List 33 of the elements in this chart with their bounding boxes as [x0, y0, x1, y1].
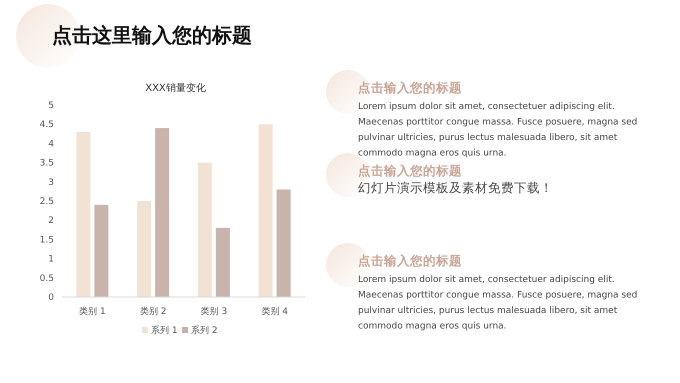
- x-tick-label: 类别 4: [261, 306, 288, 317]
- y-tick-label: 2.5: [40, 197, 54, 207]
- y-tick-label: 0: [48, 293, 54, 303]
- text: Lorem ipsum dolor sit amet, consectetuer adipiscing elit. Maecenas porttitor congue massa. Fusce posuere, magna sed pulvinar ultricies, purus lectus malesuada libero, sit amet commodo magna eros quis urna.: [358, 275, 638, 332]
- bar: [258, 124, 273, 297]
- y-tick-label: 1: [48, 254, 54, 265]
- text: Lorem ipsum dolor sit amet, consectetuer adipiscing elit. Maecenas porttitor congue massa. Fusce posuere, magna sed pulvinar ultricies, purus lectus malesuada libero, sit amet commodo magna eros quis urna.: [358, 102, 638, 158]
- y-tick-label: 4: [48, 139, 54, 150]
- bar: [76, 132, 90, 297]
- y-tick-label: 3.5: [40, 158, 54, 169]
- bar: [276, 189, 291, 297]
- text: 点击这里输入您的标题: [52, 23, 252, 47]
- x-tick-label: 类别 1: [79, 306, 106, 317]
- bar: [137, 201, 152, 297]
- y-tick-label: 3: [48, 178, 54, 188]
- y-tick-label: 2: [48, 216, 54, 226]
- y-tick-label: 4.5: [40, 120, 54, 130]
- y-tick-label: 0.5: [40, 274, 54, 284]
- bar: [198, 162, 212, 297]
- legend-label: 系列 1: [151, 325, 178, 336]
- x-tick-label: 类别 2: [140, 306, 166, 317]
- text: 点击输入您的标题: [358, 163, 462, 178]
- bar: [94, 204, 108, 297]
- y-tick-label: 5: [48, 101, 54, 111]
- text: 点击输入您的标题: [358, 253, 462, 268]
- bar: [155, 128, 170, 297]
- text: 幻灯片演示模板及素材免费下载！: [358, 180, 553, 195]
- chart-title: XXX销量变化: [145, 82, 206, 94]
- x-tick-label: 类别 3: [200, 306, 228, 317]
- text: 点击输入您的标题: [358, 80, 462, 95]
- legend-label: 系列 2: [191, 325, 218, 336]
- bar: [216, 228, 230, 297]
- y-tick-label: 1.5: [40, 235, 54, 246]
